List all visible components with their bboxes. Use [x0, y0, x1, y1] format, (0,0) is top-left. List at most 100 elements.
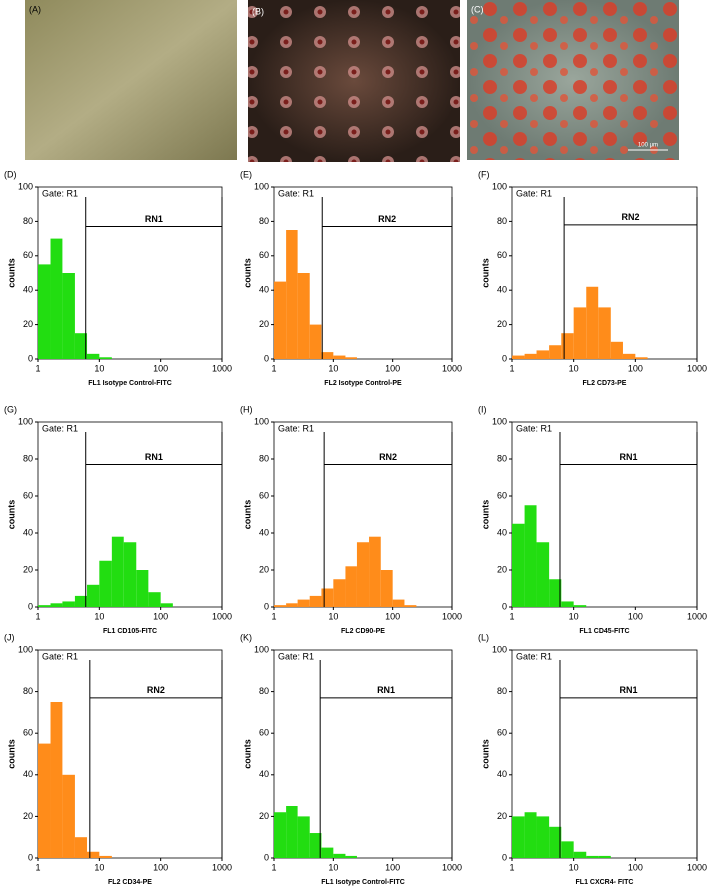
bar: [111, 536, 124, 607]
gate-label: Gate: R1: [278, 651, 314, 661]
y-tick-label: 40: [497, 527, 507, 537]
x-tick-label: 100: [153, 363, 168, 373]
bar: [136, 570, 149, 607]
x-tick-label: 1: [271, 363, 276, 373]
y-tick-label: 100: [254, 416, 269, 426]
x-tick-label: 100: [385, 363, 400, 373]
region-label: RN1: [619, 452, 637, 462]
y-tick-label: 60: [23, 490, 33, 500]
x-tick-label: 100: [153, 611, 168, 621]
y-tick-label: 80: [259, 453, 269, 463]
x-tick-label: 100: [385, 611, 400, 621]
y-tick-label: 40: [23, 769, 33, 779]
y-axis-label: counts: [242, 500, 252, 530]
y-tick-label: 0: [28, 601, 33, 611]
panel-label: (H): [240, 404, 253, 414]
y-tick-label: 40: [497, 769, 507, 779]
bar: [598, 307, 611, 359]
bar: [345, 566, 357, 607]
y-tick-label: 40: [23, 285, 33, 295]
bar: [392, 599, 405, 607]
x-tick-label: 1: [509, 862, 514, 872]
y-tick-label: 20: [259, 564, 269, 574]
y-tick-label: 40: [497, 285, 507, 295]
bar: [622, 353, 636, 359]
y-tick-label: 80: [497, 686, 507, 696]
y-tick-label: 20: [259, 811, 269, 821]
bar: [38, 743, 51, 858]
y-tick-label: 20: [23, 319, 33, 329]
bar: [586, 286, 599, 359]
bar: [404, 605, 417, 607]
x-tick-label: 100: [628, 611, 643, 621]
region-label: RN2: [147, 685, 165, 695]
x-tick-label: 10: [94, 611, 104, 621]
x-tick-label: 100: [628, 862, 643, 872]
bar: [286, 603, 298, 607]
y-tick-label: 40: [259, 285, 269, 295]
x-tick-label: 1000: [212, 862, 232, 872]
bar: [286, 806, 298, 858]
x-tick-label: 1: [271, 611, 276, 621]
x-tick-label: 10: [569, 611, 579, 621]
x-axis-label: FL1 Isotype Control-FITC: [88, 380, 172, 387]
y-tick-label: 60: [497, 728, 507, 738]
x-tick-label: 10: [94, 862, 104, 872]
bar: [99, 855, 112, 858]
x-axis-label: FL1 CXCR4- FITC: [576, 879, 634, 886]
panel-label: (I): [478, 404, 487, 414]
bar: [309, 324, 322, 359]
y-tick-label: 80: [497, 453, 507, 463]
x-tick-label: 1000: [442, 611, 462, 621]
bar: [62, 774, 75, 858]
y-tick-label: 20: [23, 811, 33, 821]
x-tick-label: 1000: [442, 862, 462, 872]
y-tick-label: 60: [23, 728, 33, 738]
y-tick-label: 100: [492, 416, 507, 426]
bar: [50, 603, 63, 607]
scale-bar-label: 100 μm: [638, 143, 658, 149]
panel-label: (D): [4, 169, 17, 179]
bar: [356, 542, 370, 607]
y-tick-label: 60: [23, 250, 33, 260]
y-axis-label: counts: [6, 258, 16, 288]
bar: [561, 841, 574, 858]
x-axis-label: FL1 CD45-FITC: [579, 628, 629, 635]
bar: [586, 855, 599, 858]
x-tick-label: 1: [35, 862, 40, 872]
y-tick-label: 40: [259, 527, 269, 537]
x-tick-label: 10: [328, 862, 338, 872]
bar: [536, 542, 550, 607]
x-axis-label: FL2 CD34-PE: [108, 879, 152, 886]
bar: [99, 560, 112, 607]
x-tick-label: 1: [509, 611, 514, 621]
x-tick-label: 100: [628, 363, 643, 373]
region-label: RN1: [377, 685, 395, 695]
y-tick-label: 60: [259, 250, 269, 260]
photo-b-cells: [248, 0, 460, 162]
y-axis-label: counts: [6, 500, 16, 530]
bar: [123, 542, 137, 607]
bar: [345, 357, 357, 359]
bar: [333, 579, 346, 607]
bar: [598, 855, 611, 858]
bar: [635, 357, 648, 359]
y-tick-label: 0: [28, 852, 33, 862]
panel-label: (K): [240, 632, 252, 642]
y-tick-label: 20: [497, 811, 507, 821]
bar: [610, 341, 623, 359]
region-label: RN1: [145, 452, 163, 462]
bar: [50, 702, 63, 858]
x-axis-label: FL1 Isotype Control-FITC: [321, 879, 405, 886]
bar: [524, 505, 537, 607]
gate-label: Gate: R1: [42, 188, 78, 198]
x-tick-label: 100: [153, 862, 168, 872]
bar: [160, 603, 173, 607]
y-tick-label: 80: [23, 453, 33, 463]
bar: [38, 264, 51, 359]
y-tick-label: 0: [264, 601, 269, 611]
y-tick-label: 0: [28, 353, 33, 363]
panel-label: (E): [240, 169, 252, 179]
photo-a: [25, 0, 237, 160]
x-axis-label: FL2 CD73-PE: [583, 380, 627, 387]
